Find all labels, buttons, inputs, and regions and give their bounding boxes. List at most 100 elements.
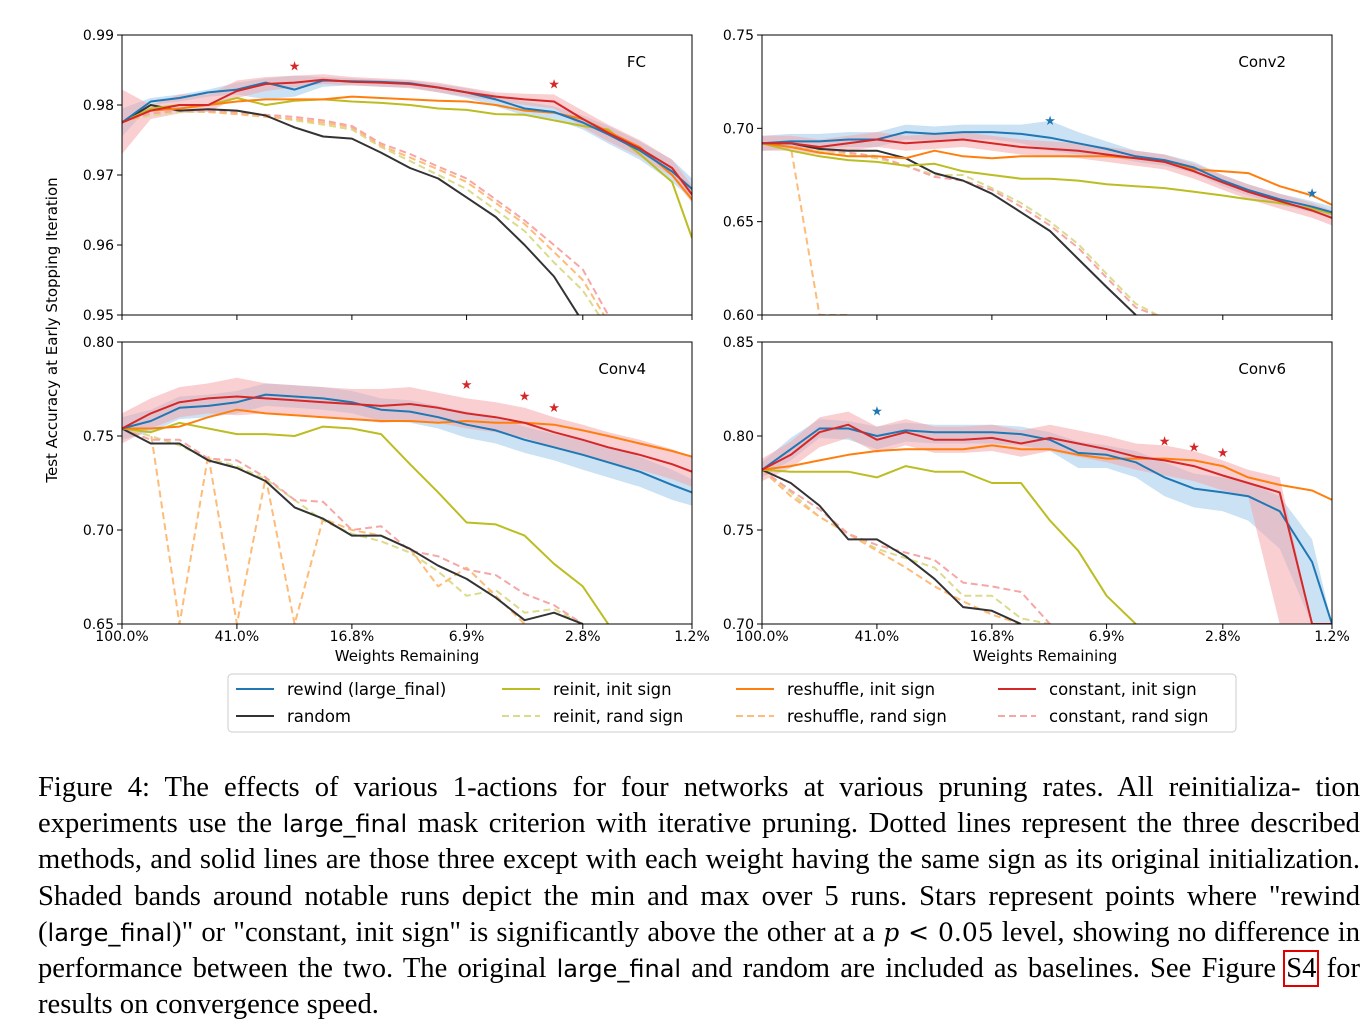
x-tick-label: 100.0%	[95, 629, 148, 645]
series-reshuffle_rand	[122, 109, 606, 315]
y-tick-label: 0.60	[723, 308, 754, 324]
x-tick-label: 41.0%	[215, 629, 259, 645]
caption-code-2: large_final	[47, 918, 173, 947]
y-tick-label: 0.75	[83, 429, 114, 445]
series-reshuffle_init	[122, 408, 692, 458]
series-reshuffle_rand	[762, 142, 849, 315]
x-axis-label-left: Weights Remaining	[335, 647, 480, 665]
y-tick-label: 0.85	[723, 335, 754, 351]
series-random	[122, 104, 580, 315]
series-reshuffle_init	[762, 444, 1332, 501]
figure-caption: Figure 4: The effects of various 1-actio…	[38, 770, 1360, 1023]
band-constant_init	[122, 74, 692, 203]
legend: rewind (large_final) reinit, init sign res…	[227, 673, 1237, 733]
panel-fc: ★ ★ 0.99 0.98 0.97 0.96 0.95 FC	[83, 28, 693, 324]
significance-star: ★	[1044, 114, 1056, 129]
plot-area	[122, 377, 692, 624]
significance-star: ★	[548, 401, 560, 416]
legend-label: random	[287, 707, 351, 726]
x-tick-label: 16.8%	[970, 629, 1014, 645]
series-random	[122, 427, 584, 624]
band-constant_init	[122, 377, 692, 487]
series-reinit_rand	[762, 469, 1051, 624]
significance-star: ★	[461, 378, 473, 393]
caption-text-6: for results on convergence speed.	[38, 953, 1360, 1021]
significance-star: ★	[1159, 435, 1171, 450]
legend-label: reinit, rand sign	[553, 707, 683, 726]
y-tick-label: 0.80	[83, 335, 114, 351]
y-tick-label: 0.75	[723, 28, 754, 44]
y-tick-label: 0.70	[723, 617, 754, 633]
series-reshuffle_init	[762, 142, 1332, 206]
caption-math-p: p	[883, 917, 900, 947]
series-random	[762, 468, 1022, 624]
series-reinit_init	[122, 97, 692, 239]
plot-area	[122, 74, 692, 315]
caption-code-1: large_final	[282, 810, 408, 839]
figure: Test Accuracy at Early Stopping Iteratio…	[43, 28, 1350, 733]
y-tick-label: 0.70	[723, 121, 754, 137]
axes-frame	[761, 341, 1333, 625]
series-reinit_rand	[122, 427, 584, 624]
caption-code-3: large_final	[556, 955, 682, 984]
significance-star: ★	[519, 390, 531, 405]
significance-star: ★	[1306, 187, 1318, 202]
panel-title: Conv4	[598, 360, 646, 378]
series-reinit_rand	[762, 142, 1160, 315]
figure-reference-link[interactable]: S4	[1283, 950, 1320, 988]
caption-text-5: and random are included as baselines. Se…	[681, 953, 1287, 985]
x-tick-label: 1.2%	[1314, 629, 1350, 645]
series-rewind	[762, 131, 1332, 214]
y-axis-label: Test Accuracy at Early Stopping Iteratio…	[43, 177, 61, 483]
x-tick-label: 16.8%	[330, 629, 374, 645]
caption-text-2: mask criterion with iterative pruning. D…	[38, 808, 1360, 948]
x-axis-label-right: Weights Remaining	[973, 647, 1118, 665]
x-tick-label: 2.8%	[565, 629, 601, 645]
significance-star: ★	[871, 405, 883, 420]
x-tick-label: 6.9%	[449, 629, 485, 645]
caption-text-1: Figure 4: The effects of various 1-actio…	[38, 772, 1360, 840]
x-tick-label: 41.0%	[855, 629, 899, 645]
y-tick-label: 0.96	[83, 238, 114, 254]
series-reinit_init	[762, 142, 1332, 216]
significance-star: ★	[1188, 440, 1200, 455]
panel-title: FC	[627, 53, 646, 71]
x-tick-label: 100.0%	[735, 629, 788, 645]
series-constant_rand	[122, 427, 584, 624]
caption-text-3: )" or "constant, init sign" is significa…	[172, 916, 884, 948]
y-tick-label: 0.65	[723, 215, 754, 231]
legend-label: rewind (large_final)	[287, 680, 446, 700]
caption-math-rest: < 0.05	[899, 917, 994, 947]
x-tick-label: 6.9%	[1089, 629, 1125, 645]
band-rewind	[762, 120, 1332, 218]
y-tick-label: 0.80	[723, 429, 754, 445]
panel-title: Conv2	[1238, 53, 1286, 71]
legend-label: constant, init sign	[1049, 680, 1197, 699]
legend-label: reinit, init sign	[553, 680, 672, 699]
legend-label: constant, rand sign	[1049, 707, 1208, 726]
y-tick-label: 0.99	[83, 28, 114, 44]
y-tick-label: 0.98	[83, 98, 114, 114]
series-constant_init	[122, 395, 692, 473]
series-rewind	[122, 393, 692, 494]
series-random	[762, 142, 1137, 315]
legend-label: reshuffle, rand sign	[787, 707, 947, 726]
y-tick-label: 0.95	[83, 308, 114, 324]
significance-star: ★	[289, 60, 301, 75]
plot-area	[762, 120, 1332, 315]
y-tick-label: 0.70	[83, 523, 114, 539]
x-tick-label: 2.8%	[1205, 629, 1241, 645]
axes-frame	[761, 34, 1333, 316]
series-constant_init	[762, 138, 1332, 219]
y-tick-label: 0.75	[723, 523, 754, 539]
axes-frame	[121, 341, 693, 625]
series-reinit_init	[122, 421, 610, 624]
panel-conv2: ★ ★ 0.75 0.70 0.65 0.60 Conv2	[723, 28, 1333, 324]
significance-star: ★	[548, 78, 560, 93]
legend-box	[227, 673, 1237, 733]
series-constant_rand	[762, 468, 1051, 624]
series-constant_init	[762, 423, 1332, 624]
plot-area	[762, 411, 1332, 624]
